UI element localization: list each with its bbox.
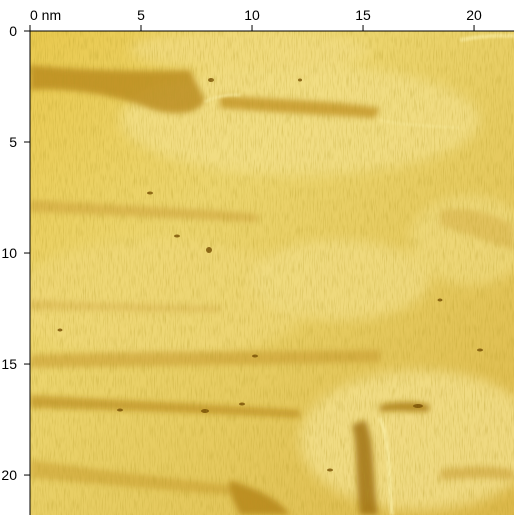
y-tick-label: 15 xyxy=(1,356,17,372)
y-tick-label: 0 xyxy=(9,23,17,39)
topography-image xyxy=(30,31,514,515)
x-tick-label: 5 xyxy=(137,7,145,23)
x-tick-label: 10 xyxy=(244,7,260,23)
x-tick-label: 15 xyxy=(355,7,371,23)
x-tick-label: 20 xyxy=(466,7,482,23)
axes: 0 nm 5 10 15 20 0 5 10 15 20 xyxy=(1,7,514,515)
y-tick-label: 20 xyxy=(1,467,17,483)
x-tick-label: 0 nm xyxy=(30,7,61,23)
y-tick-label: 5 xyxy=(9,134,17,150)
y-tick-label: 10 xyxy=(1,245,17,261)
